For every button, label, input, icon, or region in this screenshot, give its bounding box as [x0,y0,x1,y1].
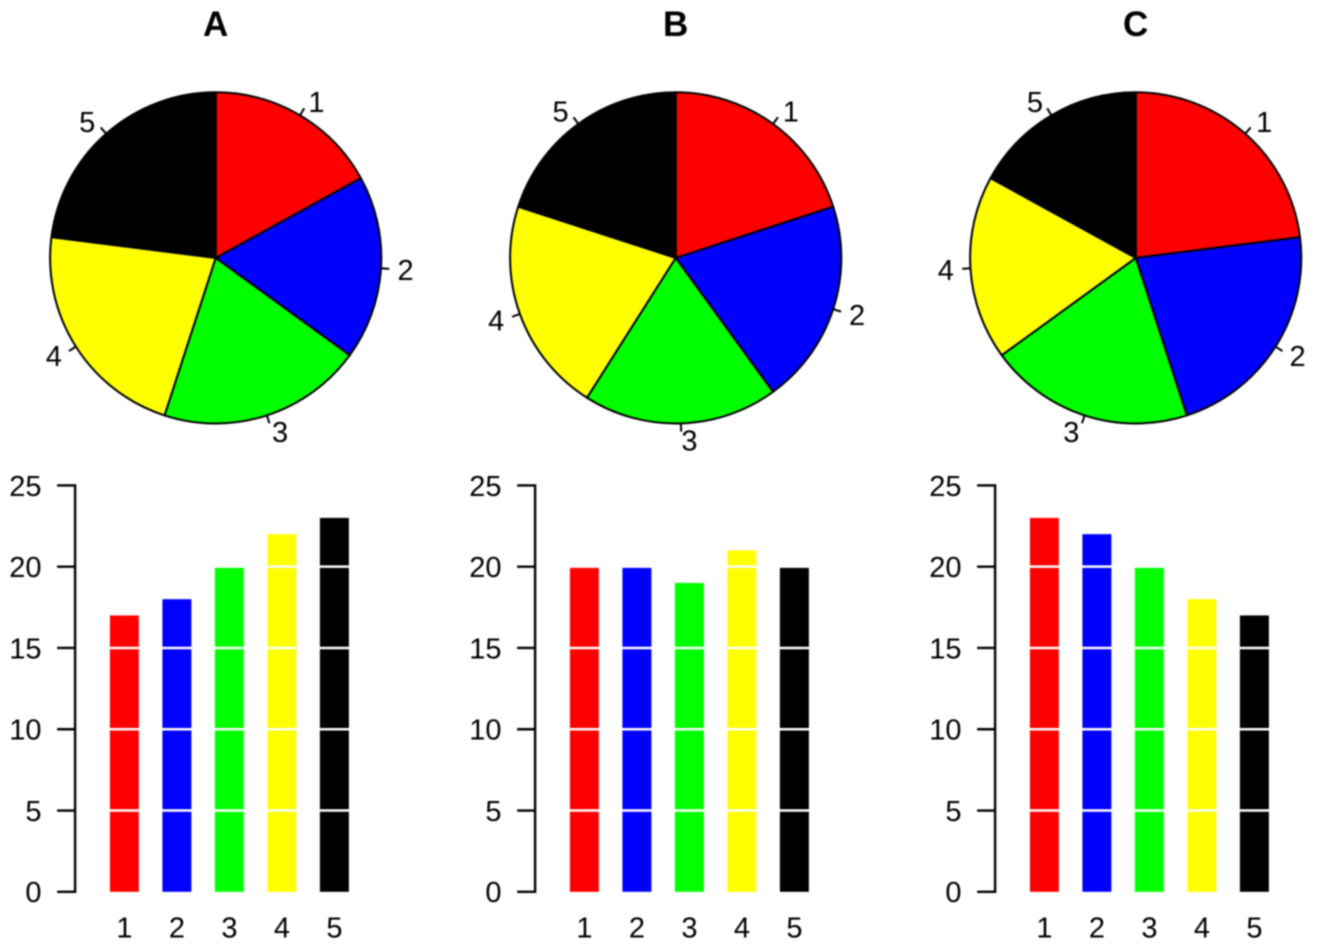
svg-text:3: 3 [1063,417,1079,449]
svg-text:4: 4 [274,913,290,945]
svg-text:3: 3 [681,913,697,945]
svg-text:5: 5 [1246,913,1262,945]
svg-text:15: 15 [929,633,961,665]
svg-text:25: 25 [929,471,961,503]
svg-text:4: 4 [46,341,62,373]
svg-text:0: 0 [485,877,501,909]
svg-text:2: 2 [1290,341,1306,373]
svg-text:5: 5 [945,796,961,828]
svg-text:15: 15 [9,633,41,665]
svg-text:5: 5 [79,107,95,139]
svg-text:20: 20 [469,552,501,584]
svg-text:20: 20 [9,552,41,584]
svg-text:0: 0 [945,877,961,909]
svg-text:2: 2 [849,300,865,332]
svg-text:1: 1 [1036,913,1052,945]
svg-text:4: 4 [1194,913,1210,945]
svg-text:1: 1 [576,913,592,945]
svg-text:10: 10 [469,715,501,747]
svg-text:2: 2 [629,913,645,945]
svg-text:1: 1 [783,96,799,128]
svg-text:5: 5 [25,796,41,828]
svg-text:15: 15 [469,633,501,665]
svg-text:0: 0 [25,877,41,909]
svg-text:2: 2 [398,255,414,287]
svg-text:A: A [203,5,228,44]
svg-text:3: 3 [221,913,237,945]
svg-text:3: 3 [272,417,288,449]
svg-text:10: 10 [929,715,961,747]
svg-text:5: 5 [552,96,568,128]
svg-text:4: 4 [938,255,954,287]
svg-text:20: 20 [929,552,961,584]
svg-text:3: 3 [1141,913,1157,945]
svg-text:1: 1 [116,913,132,945]
svg-text:4: 4 [488,305,504,337]
svg-text:C: C [1123,5,1148,44]
svg-text:2: 2 [169,913,185,945]
svg-text:10: 10 [9,715,41,747]
svg-text:5: 5 [1027,87,1043,119]
svg-text:25: 25 [469,471,501,503]
svg-text:25: 25 [9,471,41,503]
svg-text:1: 1 [1256,107,1272,139]
svg-text:B: B [663,5,688,44]
svg-text:4: 4 [734,913,750,945]
svg-text:5: 5 [326,913,342,945]
svg-text:1: 1 [308,87,324,119]
svg-text:3: 3 [681,426,697,458]
svg-text:5: 5 [485,796,501,828]
svg-text:2: 2 [1089,913,1105,945]
svg-text:5: 5 [786,913,802,945]
